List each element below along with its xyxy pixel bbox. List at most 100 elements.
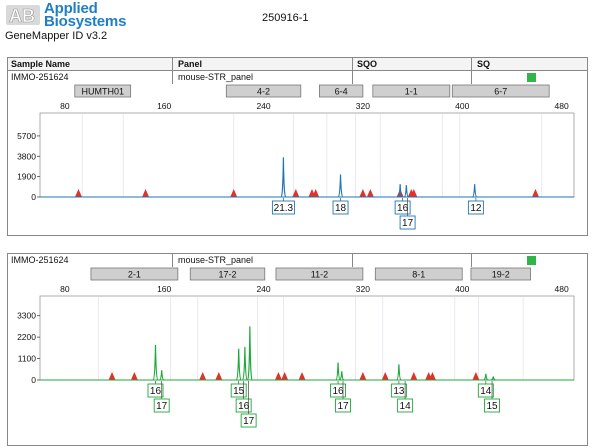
marker-bin-2-1 xyxy=(90,267,179,281)
allele-call-box xyxy=(240,413,257,428)
x-tick-label: 480 xyxy=(554,284,568,294)
size-standard-peak xyxy=(215,372,223,380)
sample-table-header: Sample Name Panel SQO SQ xyxy=(7,57,588,72)
allele-call-label: 17 xyxy=(156,401,168,412)
size-standard-peak xyxy=(410,372,418,380)
marker-label: 6-4 xyxy=(335,87,348,97)
marker-label: 2-1 xyxy=(128,270,141,280)
size-standard-peak xyxy=(381,372,389,380)
product-name: GeneMapper ID v3.2 xyxy=(5,30,108,42)
x-tick-label: 160 xyxy=(157,101,171,111)
sample-name-cell: IMMO-251624 xyxy=(11,72,69,82)
size-standard-peak xyxy=(312,189,320,197)
peak xyxy=(483,373,489,381)
plot-area xyxy=(39,112,575,198)
x-tick-label: 240 xyxy=(256,284,270,294)
marker-label: 1-1 xyxy=(405,87,418,97)
sample-name-cell: IMMO-251624 xyxy=(11,255,69,265)
marker-bin-4-2 xyxy=(225,84,302,98)
allele-call-box xyxy=(394,200,411,215)
allele-call-box xyxy=(147,383,164,398)
size-standard-peak xyxy=(230,189,238,197)
sq-quality-flag-icon xyxy=(527,73,536,82)
allele-call-box xyxy=(332,200,349,215)
allele-call-label: 17 xyxy=(402,218,414,229)
size-standard-peak xyxy=(142,189,150,197)
size-standard-peak xyxy=(274,372,282,380)
peak xyxy=(247,326,253,381)
column-header-sq[interactable]: SQ xyxy=(477,59,491,69)
allele-call-box xyxy=(330,383,346,398)
plot-area xyxy=(39,295,575,381)
marker-bin-6-4 xyxy=(319,84,364,98)
allele-call-label: 15 xyxy=(486,401,498,412)
electropherogram-green: 2-1 17-2 11-2 8-1 19-2 80 160 240 320 400 480 0 1100… xyxy=(17,267,575,428)
electropherogram-frame-1 xyxy=(7,84,588,236)
x-tick-label: 480 xyxy=(554,101,568,111)
size-standard-peak xyxy=(130,372,138,380)
size-standard-peak xyxy=(396,189,404,197)
peak xyxy=(235,348,242,381)
allele-call-box xyxy=(271,200,295,215)
sq-quality-flag-icon xyxy=(527,256,536,265)
column-header-sqo[interactable]: SQO xyxy=(357,59,378,69)
svg-text:AB: AB xyxy=(9,6,35,26)
x-tick-label: 240 xyxy=(256,101,270,111)
allele-call-box xyxy=(397,398,414,413)
allele-call-label: 16 xyxy=(238,401,250,412)
peak xyxy=(403,185,409,198)
allele-call-label: 18 xyxy=(335,203,347,214)
y-tick-label: 1900 xyxy=(17,172,36,182)
size-standard-peak xyxy=(472,372,480,380)
peak xyxy=(152,344,159,381)
x-tick-label: 160 xyxy=(157,284,171,294)
marker-label: 6-7 xyxy=(494,87,507,97)
y-tick-label: 0 xyxy=(31,192,36,202)
applied-biosystems-logo: AB Applied Biosystems xyxy=(4,0,126,43)
allele-call-label: 15 xyxy=(233,386,245,397)
electropherogram-frame-2 xyxy=(7,267,588,446)
marker-bin-HUMTH01 xyxy=(74,84,132,98)
allele-call-label: 14 xyxy=(480,386,492,397)
allele-call-box xyxy=(390,383,407,398)
marker-bin-1-1 xyxy=(372,84,451,98)
marker-label: 17-2 xyxy=(219,270,237,280)
allele-call-label: 16 xyxy=(332,386,344,397)
allele-call-label: 16 xyxy=(150,386,162,397)
size-standard-peak xyxy=(359,372,367,380)
column-header-sample-name[interactable]: Sample Name xyxy=(11,59,71,69)
marker-bin-6-7 xyxy=(451,84,550,98)
y-tick-label: 5700 xyxy=(17,131,36,141)
size-standard-peak xyxy=(428,372,436,380)
marker-label: HUMTH01 xyxy=(81,87,124,97)
run-id: 250916-1 xyxy=(262,12,309,24)
sample-row-1[interactable]: IMMO-251624 mouse-STR_panel xyxy=(7,70,588,85)
size-standard-peak xyxy=(199,372,207,380)
peak xyxy=(472,184,478,198)
allele-call-box xyxy=(235,398,252,413)
x-tick-label: 400 xyxy=(455,284,469,294)
y-tick-label: 3300 xyxy=(17,311,36,321)
size-standard-peak xyxy=(410,189,418,197)
x-tick-label: 320 xyxy=(356,101,370,111)
panel-cell: mouse-STR_panel xyxy=(178,255,254,265)
x-tick-label: 400 xyxy=(455,101,469,111)
x-tick-label: 80 xyxy=(60,101,70,111)
marker-bin-17-2 xyxy=(189,267,266,281)
size-standard-peak xyxy=(359,189,367,197)
x-tick-label: 80 xyxy=(60,284,70,294)
allele-call-label: 14 xyxy=(400,401,412,412)
allele-call-label: 17 xyxy=(243,416,255,427)
allele-call-box xyxy=(467,200,484,215)
peak xyxy=(490,376,496,381)
marker-label: 8-1 xyxy=(412,270,425,280)
column-header-panel[interactable]: Panel xyxy=(178,59,203,69)
peak xyxy=(335,362,341,381)
size-standard-peak xyxy=(366,189,374,197)
size-standard-peak xyxy=(74,189,82,197)
panel-cell: mouse-STR_panel xyxy=(178,72,254,82)
peak xyxy=(159,370,165,381)
x-tick-label: 320 xyxy=(356,284,370,294)
allele-call-box xyxy=(484,398,500,413)
sample-row-2[interactable]: IMMO-251624 mouse-STR_panel xyxy=(7,253,588,268)
